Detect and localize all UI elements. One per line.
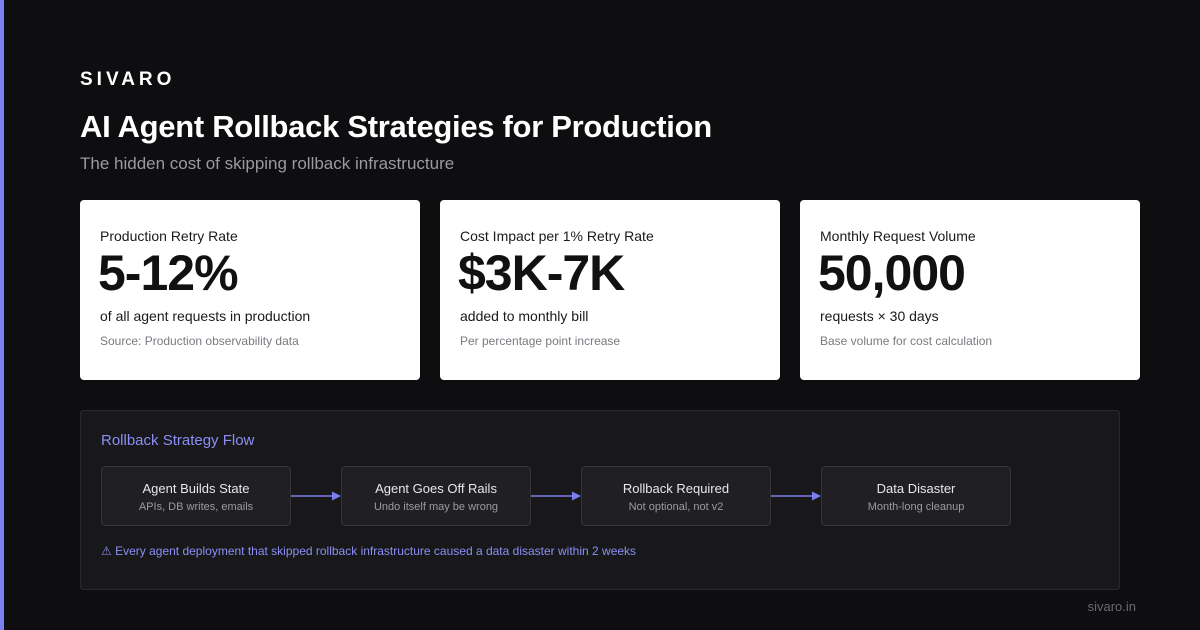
stat-description: of all agent requests in production [100, 308, 311, 324]
right-arrow-icon [531, 491, 581, 501]
warning-note: ⚠ Every agent deployment that skipped ro… [101, 544, 637, 558]
page-title: AI Agent Rollback Strategies for Product… [80, 109, 712, 144]
left-accent-bar [0, 0, 4, 630]
stat-source: Base volume for cost calculation [820, 334, 993, 348]
flow-step-subtitle: APIs, DB writes, emails [138, 501, 254, 513]
flow-step-subtitle: Month-long cleanup [867, 501, 965, 513]
stat-label: Cost Impact per 1% Retry Rate [460, 228, 654, 244]
rollback-flow-panel: Rollback Strategy Flow Agent Builds Stat… [80, 410, 1120, 590]
stat-source: Source: Production observability data [100, 334, 299, 348]
stat-label: Monthly Request Volume [820, 228, 976, 244]
stat-description: added to monthly bill [460, 308, 589, 324]
flow-step-title: Agent Goes Off Rails [375, 481, 497, 496]
flow-step-rollback-required: Rollback Required Not optional, not v2 [581, 466, 771, 526]
stat-card-cost-impact: Cost Impact per 1% Retry Rate $3K-7K add… [440, 200, 780, 380]
footer-url: sivaro.in [1087, 599, 1136, 614]
flow-step-data-disaster: Data Disaster Month-long cleanup [821, 466, 1011, 526]
flow-step-agent-goes-off-rails: Agent Goes Off Rails Undo itself may be … [341, 466, 531, 526]
stat-value: $3K-7K [458, 245, 625, 301]
right-arrow-icon [771, 491, 821, 501]
flow-step-agent-builds-state: Agent Builds State APIs, DB writes, emai… [101, 466, 291, 526]
flow-title: Rollback Strategy Flow [101, 432, 255, 449]
flow-step-subtitle: Undo itself may be wrong [373, 501, 499, 513]
brand-logo-text: SIVARO [80, 69, 176, 90]
right-arrow-icon [291, 491, 341, 501]
stat-value: 5-12% [98, 245, 239, 301]
stat-source: Per percentage point increase [460, 334, 621, 348]
flow-step-title: Agent Builds State [142, 481, 250, 496]
flow-step-title: Rollback Required [622, 481, 730, 496]
stat-card-retry-rate: Production Retry Rate 5-12% of all agent… [80, 200, 420, 380]
stat-description: requests × 30 days [820, 308, 939, 324]
flow-step-title: Data Disaster [876, 481, 956, 496]
stat-value: 50,000 [818, 245, 966, 301]
page-subtitle: The hidden cost of skipping rollback inf… [80, 154, 455, 173]
stat-label: Production Retry Rate [100, 228, 238, 244]
flow-step-subtitle: Not optional, not v2 [628, 501, 724, 513]
stat-card-request-volume: Monthly Request Volume 50,000 requests ×… [800, 200, 1140, 380]
